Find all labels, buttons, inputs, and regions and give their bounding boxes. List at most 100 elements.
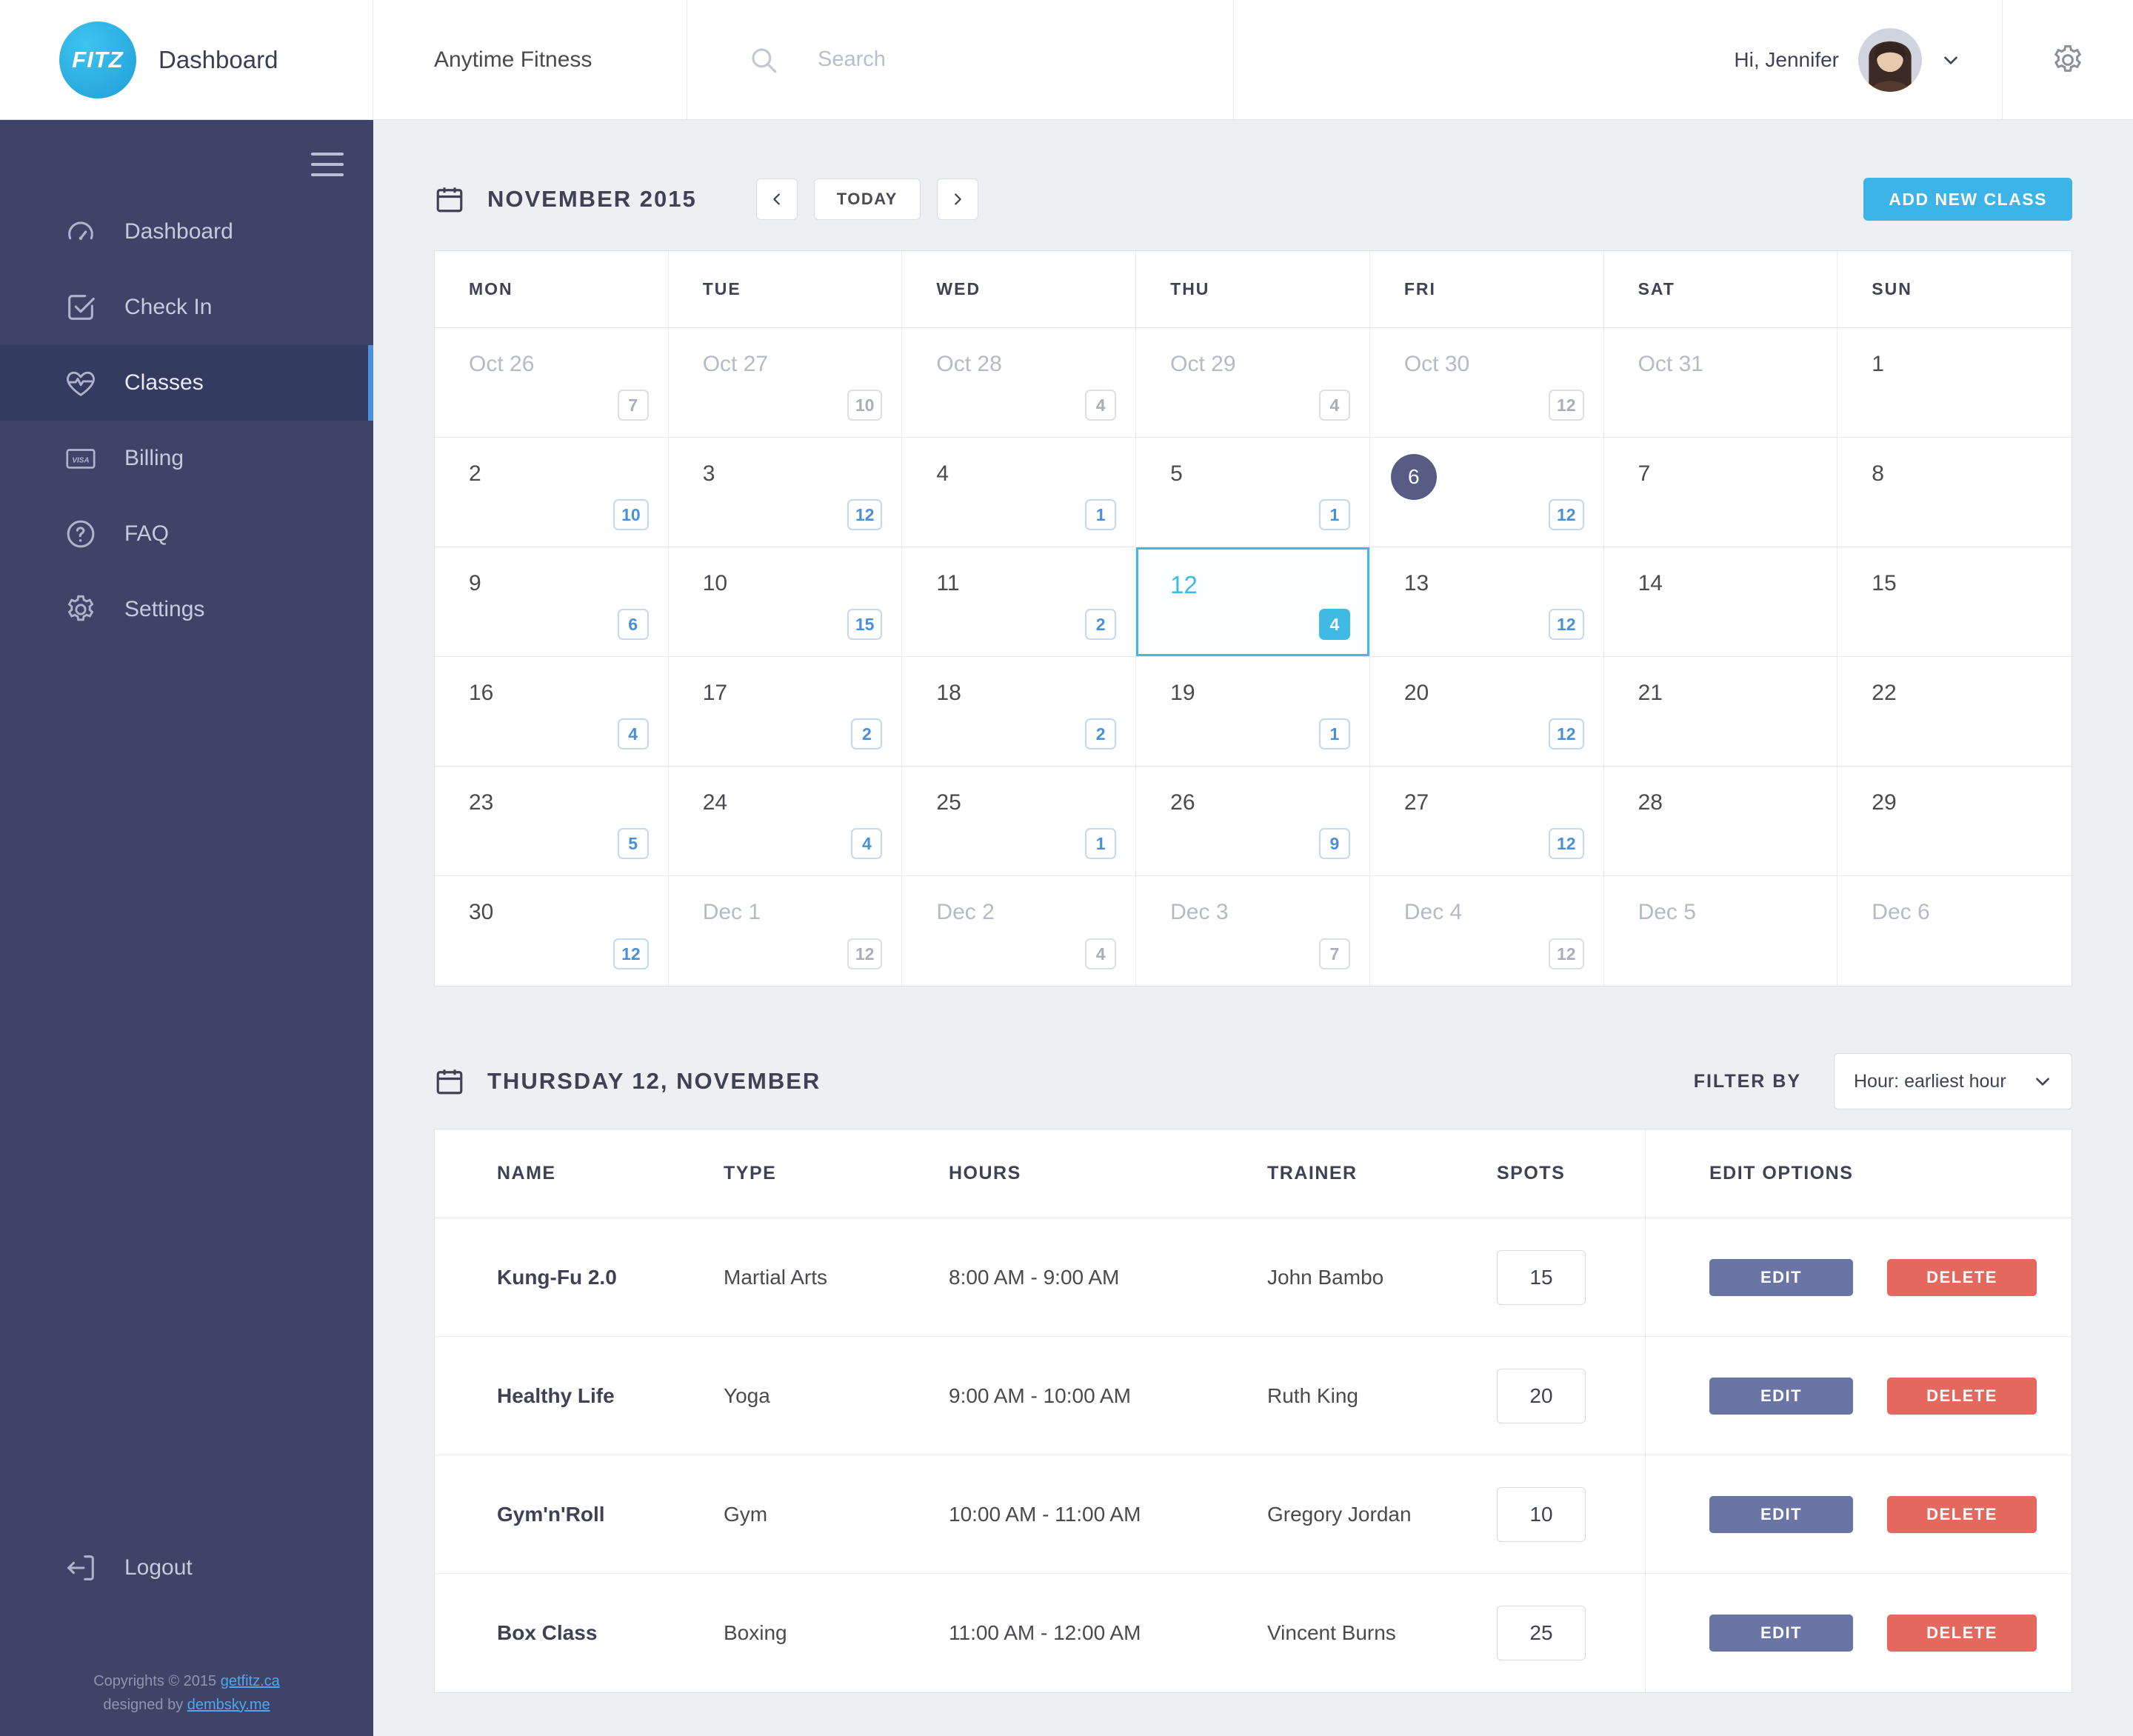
calendar-day-cell[interactable]: 2 10 <box>435 438 669 547</box>
calendar-day-cell[interactable]: 6 12 <box>1369 438 1604 547</box>
delete-button[interactable]: DELETE <box>1887 1258 2037 1296</box>
calendar-day-cell[interactable]: 7 <box>1603 438 1838 547</box>
spots-cell: 15 <box>1497 1249 1645 1305</box>
gear-icon[interactable] <box>2050 42 2086 78</box>
calendar-day-cell[interactable]: 3 12 <box>668 438 903 547</box>
calendar-day-cell[interactable]: 14 <box>1603 547 1838 657</box>
logout-label: Logout <box>124 1555 193 1580</box>
sidebar-item-check-in[interactable]: Check In <box>0 270 373 345</box>
table-row: Gym'n'Roll Gym 10:00 AM - 11:00 AM Gregory … <box>435 1455 2072 1574</box>
avatar[interactable] <box>1858 27 1922 92</box>
calendar-day-cell[interactable]: 19 1 <box>1136 657 1370 767</box>
calendar-day-cell[interactable]: 23 5 <box>435 767 669 876</box>
calendar-day-cell[interactable]: 17 2 <box>668 657 903 767</box>
edit-options-cell: EDIT DELETE <box>1645 1574 2072 1692</box>
calendar-day-cell[interactable]: 12 4 <box>1136 547 1370 657</box>
day-number: Dec 3 <box>1170 900 1229 924</box>
heartbeat-icon <box>64 366 98 400</box>
edit-button[interactable]: EDIT <box>1709 1377 1853 1415</box>
delete-button[interactable]: DELETE <box>1887 1377 2037 1415</box>
day-number: 6 <box>1390 454 1437 500</box>
calendar-day-cell[interactable]: 30 12 <box>435 876 669 986</box>
calendar-day-cell[interactable]: Oct 26 7 <box>435 328 669 438</box>
calendar-day-cell[interactable]: 16 4 <box>435 657 669 767</box>
hamburger-menu-icon[interactable] <box>311 153 344 176</box>
prev-month-button[interactable] <box>755 178 798 220</box>
calendar-day-cell[interactable]: 8 <box>1837 438 2072 547</box>
calendar-day-cell[interactable]: Oct 30 12 <box>1369 328 1604 438</box>
calendar-day-cell[interactable]: Dec 5 <box>1603 876 1838 986</box>
class-type: Martial Arts <box>724 1265 828 1289</box>
day-number: 17 <box>702 681 728 705</box>
calendar-day-cell[interactable]: Dec 1 12 <box>668 876 903 986</box>
next-month-button[interactable] <box>936 178 978 220</box>
class-count-badge: 1 <box>1085 828 1117 859</box>
calendar-day-cell[interactable]: 21 <box>1603 657 1838 767</box>
calendar-day-cell[interactable]: 11 2 <box>902 547 1137 657</box>
class-type: Gym <box>724 1502 768 1526</box>
today-button[interactable]: TODAY <box>813 178 921 220</box>
day-number: 14 <box>1638 571 1663 595</box>
calendar-day-cell[interactable]: 15 <box>1837 547 2072 657</box>
user-greeting: Hi, Jennifer <box>1734 47 1839 71</box>
dembsky-link[interactable]: dembsky.me <box>187 1697 270 1713</box>
sidebar-item-faq[interactable]: FAQ <box>0 496 373 572</box>
spots-value[interactable]: 20 <box>1497 1368 1586 1423</box>
day-number: Dec 1 <box>702 900 761 924</box>
sidebar-item-label: FAQ <box>124 521 170 546</box>
class-type: Boxing <box>724 1621 787 1644</box>
calendar-day-cell[interactable]: 13 12 <box>1369 547 1604 657</box>
table-row: Box Class Boxing 11:00 AM - 12:00 AM Vincen… <box>435 1574 2072 1692</box>
calendar-day-cell[interactable]: 24 4 <box>668 767 903 876</box>
calendar-day-cell[interactable]: Oct 27 10 <box>668 328 903 438</box>
add-new-class-button[interactable]: ADD NEW CLASS <box>1863 178 2072 221</box>
chevron-down-icon[interactable] <box>1941 50 1960 70</box>
edit-button[interactable]: EDIT <box>1709 1495 1853 1533</box>
class-count-badge: 2 <box>851 718 883 750</box>
filter-by-label: FILTER BY <box>1693 1070 1801 1092</box>
spots-value[interactable]: 25 <box>1497 1606 1586 1660</box>
calendar-day-cell[interactable]: 22 <box>1837 657 2072 767</box>
calendar-day-cell[interactable]: Dec 6 <box>1837 876 2072 986</box>
edit-button[interactable]: EDIT <box>1709 1258 1853 1296</box>
class-count-badge: 12 <box>1548 499 1584 530</box>
hour-filter-select[interactable]: Hour: earliest hour <box>1834 1053 2072 1109</box>
calendar-day-cell[interactable]: Dec 3 7 <box>1136 876 1370 986</box>
search-input[interactable] <box>818 47 1158 72</box>
calendar-day-cell[interactable]: Oct 31 <box>1603 328 1838 438</box>
calendar-day-cell[interactable]: 10 15 <box>668 547 903 657</box>
day-number: 9 <box>469 571 481 595</box>
calendar-day-cell[interactable]: 27 12 <box>1369 767 1604 876</box>
designed-by-text: designed by <box>103 1697 187 1713</box>
calendar-day-cell[interactable]: 26 9 <box>1136 767 1370 876</box>
calendar-day-cell[interactable]: 1 <box>1837 328 2072 438</box>
getfitz-link[interactable]: getfitz.ca <box>220 1673 280 1689</box>
logout-button[interactable]: Logout <box>0 1530 373 1606</box>
sidebar-item-classes[interactable]: Classes <box>0 345 373 421</box>
calendar-day-cell[interactable]: 28 <box>1603 767 1838 876</box>
delete-button[interactable]: DELETE <box>1887 1495 2037 1533</box>
calendar-day-cell[interactable]: Dec 4 12 <box>1369 876 1604 986</box>
top-header: FITZ Dashboard Anytime Fitness Hi, Jenni… <box>0 0 2133 120</box>
svg-text:VISA: VISA <box>72 456 89 464</box>
spots-value[interactable]: 10 <box>1497 1486 1586 1542</box>
calendar-day-cell[interactable]: 20 12 <box>1369 657 1604 767</box>
sidebar-nav: Dashboard Check In Classes VISA Billing FAQ Se… <box>0 194 373 647</box>
sidebar-item-dashboard[interactable]: Dashboard <box>0 194 373 270</box>
calendar-day-cell[interactable]: Oct 29 4 <box>1136 328 1370 438</box>
fitz-logo[interactable]: FITZ <box>59 21 136 99</box>
spots-value[interactable]: 15 <box>1497 1249 1586 1305</box>
calendar-day-cell[interactable]: 25 1 <box>902 767 1137 876</box>
sidebar-item-settings[interactable]: Settings <box>0 572 373 647</box>
edit-button[interactable]: EDIT <box>1709 1615 1853 1652</box>
org-name: Anytime Fitness <box>434 47 592 72</box>
sidebar-item-billing[interactable]: VISA Billing <box>0 421 373 496</box>
calendar-day-cell[interactable]: 18 2 <box>902 657 1137 767</box>
delete-button[interactable]: DELETE <box>1887 1615 2037 1652</box>
calendar-day-cell[interactable]: Dec 2 4 <box>902 876 1137 986</box>
calendar-day-cell[interactable]: 29 <box>1837 767 2072 876</box>
calendar-day-cell[interactable]: Oct 28 4 <box>902 328 1137 438</box>
